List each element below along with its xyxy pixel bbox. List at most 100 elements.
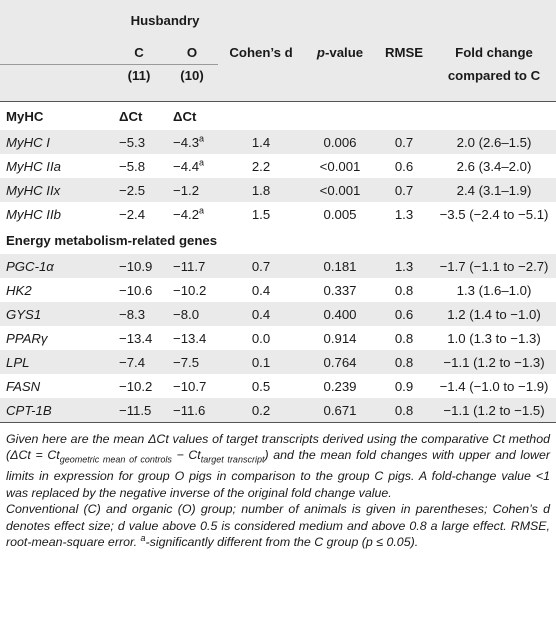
o-value-number: −10.7 <box>173 378 207 394</box>
rmse-value: 0.8 <box>376 398 433 423</box>
gene-name: MyHC IIa <box>6 158 61 174</box>
footnote-abbreviations: Conventional (C) and organic (O) group; … <box>6 502 550 549</box>
fold-change-value: 2.6 (3.4–2.0) <box>456 158 532 174</box>
o-value-number: −8.0 <box>173 306 200 322</box>
section-title: MyHC <box>0 101 112 130</box>
table-row: CPT-1B −11.5 −11.6 0.2 0.671 0.8 −1.1 (1.2 to … <box>0 398 556 423</box>
gene-name: GYS1 <box>0 302 112 326</box>
o-value-number: −7.5 <box>173 354 200 370</box>
section-o-label: ΔCt <box>166 101 219 130</box>
cohens-d-value: 0.1 <box>218 350 305 374</box>
cohens-d-value: 0.0 <box>251 330 271 346</box>
c-value: −10.2 <box>119 378 153 394</box>
fold-change-value: −1.1 (1.2 to −1.5) <box>432 398 556 423</box>
table-row: FASN −10.2 −10.7 0.5 0.239 0.9 −1.4 (−1.0 to −… <box>0 374 556 398</box>
o-value: −8.0 <box>166 302 219 326</box>
fold-change-value: −1.7 (−1.1 to −2.7) <box>432 254 556 278</box>
section-title: Energy metabolism-related genes <box>6 232 218 248</box>
c-value: −5.8 <box>119 158 146 174</box>
table-body: MyHC ΔCt ΔCt MyHC I −5.3 −4.3a 1.4 0.006 0.7 2.0 … <box>0 101 556 423</box>
cohens-d-value: 0.4 <box>251 282 271 298</box>
fold-change-value: 2.4 (3.1–1.9) <box>432 178 556 202</box>
rmse-value: 1.3 <box>376 254 433 278</box>
cohens-d-value: 1.5 <box>251 206 271 222</box>
col-rmse-header: RMSE <box>376 40 433 65</box>
p-value: 0.337 <box>323 282 357 298</box>
gene-name: MyHC IIx <box>0 178 112 202</box>
c-value: −10.9 <box>112 254 166 278</box>
col-c-count: (11) <box>112 64 166 102</box>
footnote-method: Given here are the mean ΔCt values of ta… <box>6 432 550 500</box>
rmse-value: 0.7 <box>376 178 433 202</box>
p-value: 0.671 <box>304 398 377 423</box>
gene-name: LPL <box>0 350 112 374</box>
cohens-d-value: 1.8 <box>218 178 305 202</box>
table-footnotes: Given here are the mean ΔCt values of ta… <box>0 423 556 550</box>
col-o-count: (10) <box>166 64 219 102</box>
rmse-value: 0.9 <box>394 378 414 394</box>
rmse-value: 0.8 <box>394 330 414 346</box>
col-pvalue-header: p-value <box>304 40 377 65</box>
col-fold-change-header: Fold change <box>432 40 556 65</box>
section-row: Energy metabolism-related genes <box>0 226 556 254</box>
o-value: −4.4a <box>166 154 218 178</box>
c-value: −8.3 <box>112 302 166 326</box>
c-value: −11.5 <box>112 398 166 423</box>
p-value: 0.764 <box>304 350 377 374</box>
gene-name: PPARγ <box>6 330 48 346</box>
gene-name: MyHC I <box>0 130 112 154</box>
col-o-header: O <box>166 40 219 65</box>
cohens-d-value: 1.4 <box>218 130 305 154</box>
table-header: Husbandry C O Cohen’s d p-value RMSE Fol… <box>0 0 556 102</box>
cohens-d-value: 0.5 <box>251 378 271 394</box>
o-value-number: −1.2 <box>173 182 200 198</box>
table-row: GYS1 −8.3 −8.0 0.4 0.400 0.6 1.2 (1.4 to −1.0) <box>0 302 556 326</box>
o-value-number: −11.7 <box>173 258 206 274</box>
o-value-number: −4.4 <box>173 158 200 174</box>
section-row: MyHC ΔCt ΔCt <box>0 101 556 130</box>
c-value: −7.4 <box>112 350 166 374</box>
gene-name: PGC-1α <box>0 254 112 278</box>
significance-mark: a <box>199 205 205 216</box>
table-row: PGC-1α −10.9 −11.7 0.7 0.181 1.3 −1.7 (−1.1 to… <box>0 254 556 278</box>
p-value: <0.001 <box>304 178 377 202</box>
o-value-number: −10.2 <box>173 282 207 298</box>
table-row: MyHC IIx −2.5 −1.2 1.8 <0.001 0.7 2.4 (3.1–1.9… <box>0 178 556 202</box>
gene-name: CPT-1B <box>0 398 112 423</box>
o-value: −4.3a <box>166 130 219 154</box>
fold-change-value: 1.2 (1.4 to −1.0) <box>432 302 556 326</box>
gene-name: FASN <box>6 378 41 394</box>
p-value: 0.006 <box>304 130 377 154</box>
o-value: −13.4 <box>166 326 218 350</box>
fold-change-value: −3.5 (−2.4 to −5.1) <box>439 206 549 222</box>
c-value: −2.5 <box>112 178 166 202</box>
p-value: 0.005 <box>323 206 357 222</box>
gene-name: MyHC IIb <box>6 206 61 222</box>
rmse-value: 0.8 <box>376 350 433 374</box>
gene-name: HK2 <box>6 282 32 298</box>
rmse-value: 1.3 <box>394 206 414 222</box>
table-row: MyHC IIa −5.8 −4.4a 2.2 <0.001 0.6 2.6 (3.4–2.… <box>0 154 556 178</box>
o-value-number: −4.3 <box>173 134 200 150</box>
o-value: −4.2a <box>166 202 218 226</box>
table-row: PPARγ −13.4 −13.4 0.0 0.914 0.8 1.0 (1.3 to −1… <box>0 326 556 350</box>
o-value: −11.7 <box>166 254 219 278</box>
c-value: −2.4 <box>119 206 146 222</box>
col-cohens-d-header: Cohen’s d <box>218 40 305 65</box>
o-value: −1.2 <box>166 178 219 202</box>
table-row: MyHC IIb −2.4 −4.2a 1.5 0.005 1.3 −3.5 (−2.4 t… <box>0 202 556 226</box>
p-value: 0.181 <box>304 254 377 278</box>
o-value: −10.2 <box>166 278 218 302</box>
table-row: HK2 −10.6 −10.2 0.4 0.337 0.8 1.3 (1.6–1.0) <box>0 278 556 302</box>
cohens-d-value: 2.2 <box>251 158 271 174</box>
o-value: −7.5 <box>166 350 219 374</box>
o-value-number: −13.4 <box>173 330 207 346</box>
p-value: <0.001 <box>319 158 361 174</box>
o-value: −10.7 <box>166 374 218 398</box>
rmse-value: 0.6 <box>376 302 433 326</box>
fold-change-value: −1.4 (−1.0 to −1.9) <box>439 378 549 394</box>
results-table: Husbandry C O Cohen’s d p-value RMSE Fol… <box>0 0 556 423</box>
p-value: 0.239 <box>323 378 357 394</box>
table-row: MyHC I −5.3 −4.3a 1.4 0.006 0.7 2.0 (2.6–1.5) <box>0 130 556 154</box>
table-figure: Husbandry C O Cohen’s d p-value RMSE Fol… <box>0 0 556 550</box>
